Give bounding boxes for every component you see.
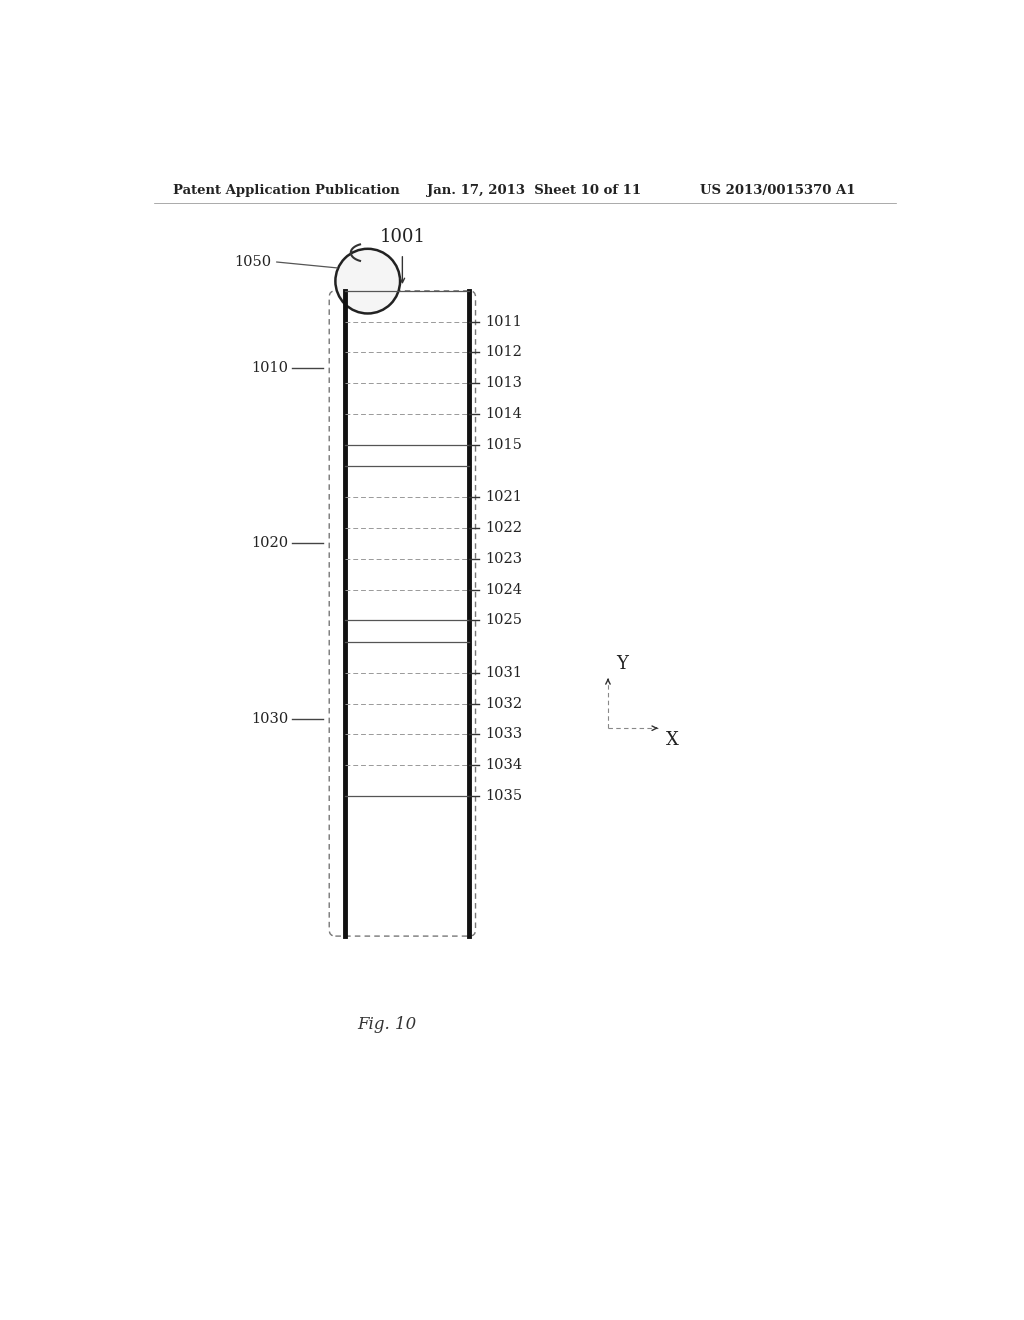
Text: 1012: 1012: [484, 346, 521, 359]
Text: 1032: 1032: [484, 697, 522, 710]
Text: 1010: 1010: [252, 360, 289, 375]
Text: 1021: 1021: [484, 490, 521, 504]
Text: 1022: 1022: [484, 521, 522, 535]
Text: 1015: 1015: [484, 438, 521, 451]
Text: 1024: 1024: [484, 582, 522, 597]
Text: US 2013/0015370 A1: US 2013/0015370 A1: [700, 185, 856, 197]
Text: Fig. 10: Fig. 10: [357, 1016, 417, 1034]
Text: 1011: 1011: [484, 314, 521, 329]
Text: 1034: 1034: [484, 758, 522, 772]
Text: Jan. 17, 2013  Sheet 10 of 11: Jan. 17, 2013 Sheet 10 of 11: [427, 185, 641, 197]
Text: 1023: 1023: [484, 552, 522, 566]
Text: 1025: 1025: [484, 614, 522, 627]
Text: Patent Application Publication: Patent Application Publication: [173, 185, 399, 197]
Text: 1030: 1030: [251, 711, 289, 726]
Text: 1001: 1001: [379, 228, 425, 246]
Text: 1020: 1020: [251, 536, 289, 550]
Text: 1035: 1035: [484, 789, 522, 803]
Text: Y: Y: [615, 655, 628, 673]
Text: 1050: 1050: [234, 255, 271, 269]
Circle shape: [336, 248, 400, 313]
Text: 1014: 1014: [484, 407, 521, 421]
Text: 1033: 1033: [484, 727, 522, 742]
Text: 1013: 1013: [484, 376, 522, 391]
Text: 1031: 1031: [484, 665, 522, 680]
Text: X: X: [666, 731, 678, 748]
